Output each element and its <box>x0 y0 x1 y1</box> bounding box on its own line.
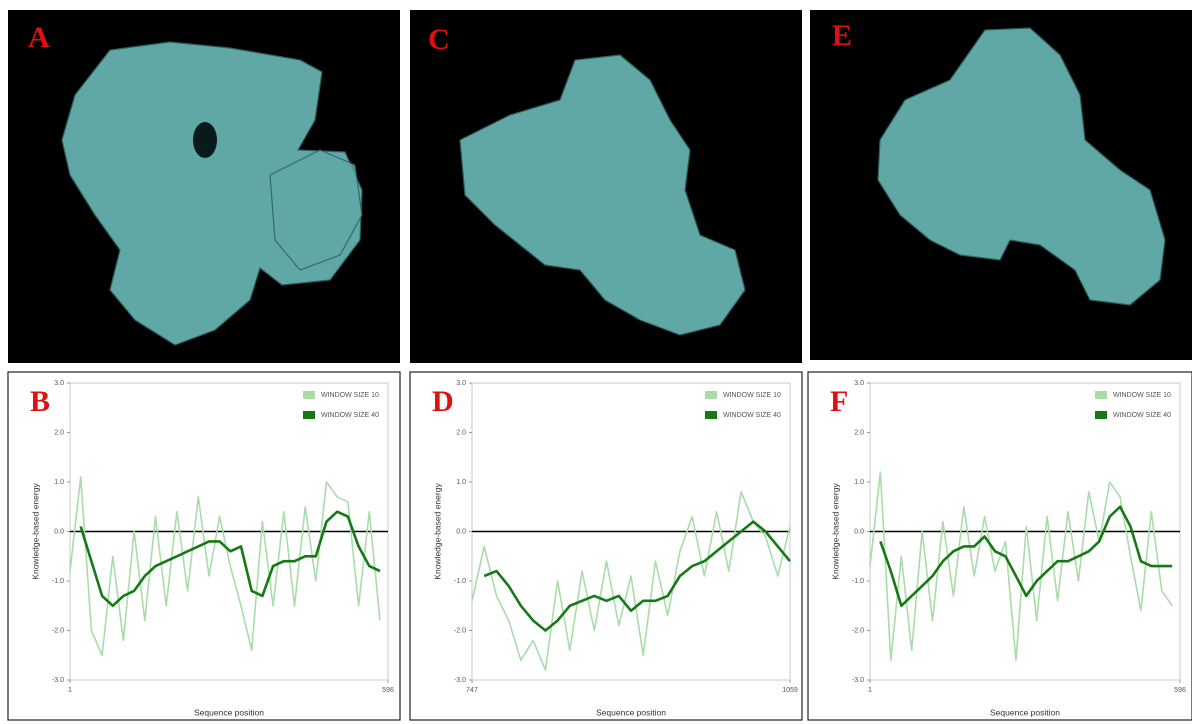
y-tick-label: 1.0 <box>854 479 864 486</box>
y-tick-label: -2.0 <box>852 627 864 634</box>
series-line <box>879 505 1173 608</box>
series-line <box>483 520 792 632</box>
y-tick-label: -1.0 <box>52 578 64 585</box>
y-tick-label: -2.0 <box>454 627 466 634</box>
y-tick-label: -1.0 <box>852 578 864 585</box>
legend-swatch <box>303 391 315 399</box>
y-tick-label: 3.0 <box>854 380 864 387</box>
y-tick-label: -3.0 <box>852 677 864 684</box>
legend-label: WINDOW SIZE 10 <box>723 392 781 399</box>
x-tick-label: 1 <box>868 687 872 694</box>
panel-label: D <box>432 385 454 418</box>
y-tick-label: -3.0 <box>454 677 466 684</box>
y-tick-label: -2.0 <box>52 627 64 634</box>
y-tick-label: 0.0 <box>854 528 864 535</box>
y-axis-label: Knowledge-based energy <box>30 483 40 580</box>
x-axis-label: Sequence position <box>194 707 264 717</box>
y-tick-label: 1.0 <box>456 479 466 486</box>
legend-label: WINDOW SIZE 10 <box>1113 392 1171 399</box>
chart-frame <box>7 371 401 721</box>
legend-swatch <box>1095 391 1107 399</box>
legend-swatch <box>705 391 717 399</box>
chart-frame <box>807 371 1192 721</box>
panel-label: C <box>428 23 450 56</box>
y-tick-label: 2.0 <box>456 429 466 436</box>
panel-label: F <box>830 385 848 418</box>
legend-swatch <box>705 411 717 419</box>
y-tick-label: -3.0 <box>52 677 64 684</box>
y-tick-label: 0.0 <box>54 528 64 535</box>
y-axis-label: Knowledge-based energy <box>432 483 442 580</box>
protein-surface <box>61 27 1166 346</box>
panel-label: E <box>832 19 852 52</box>
y-tick-label: 3.0 <box>54 380 64 387</box>
legend-swatch <box>303 411 315 419</box>
series-line <box>69 476 381 657</box>
x-tick-label: 747 <box>466 687 478 694</box>
series-line <box>79 510 381 608</box>
y-tick-label: -1.0 <box>454 578 466 585</box>
series-line <box>471 491 791 671</box>
y-tick-label: 0.0 <box>456 528 466 535</box>
legend-swatch <box>1095 411 1107 419</box>
series-line <box>869 471 1173 661</box>
y-tick-label: 2.0 <box>54 429 64 436</box>
legend-label: WINDOW SIZE 10 <box>321 392 379 399</box>
x-tick-label: 1 <box>68 687 72 694</box>
panel-label: A <box>28 21 50 54</box>
x-tick-label: 596 <box>382 687 394 694</box>
y-tick-label: 2.0 <box>854 429 864 436</box>
x-axis-label: Sequence position <box>596 707 666 717</box>
x-axis-label: Sequence position <box>990 707 1060 717</box>
x-tick-label: 1059 <box>782 687 798 694</box>
legend-label: WINDOW SIZE 40 <box>1113 412 1171 419</box>
chart-frame <box>409 371 803 721</box>
y-tick-label: 3.0 <box>456 380 466 387</box>
panel-label: B <box>30 385 50 418</box>
legend-label: WINDOW SIZE 40 <box>723 412 781 419</box>
y-tick-label: 1.0 <box>54 479 64 486</box>
legend-label: WINDOW SIZE 40 <box>321 412 379 419</box>
y-axis-label: Knowledge-based energy <box>830 483 840 580</box>
x-tick-label: 596 <box>1174 687 1186 694</box>
